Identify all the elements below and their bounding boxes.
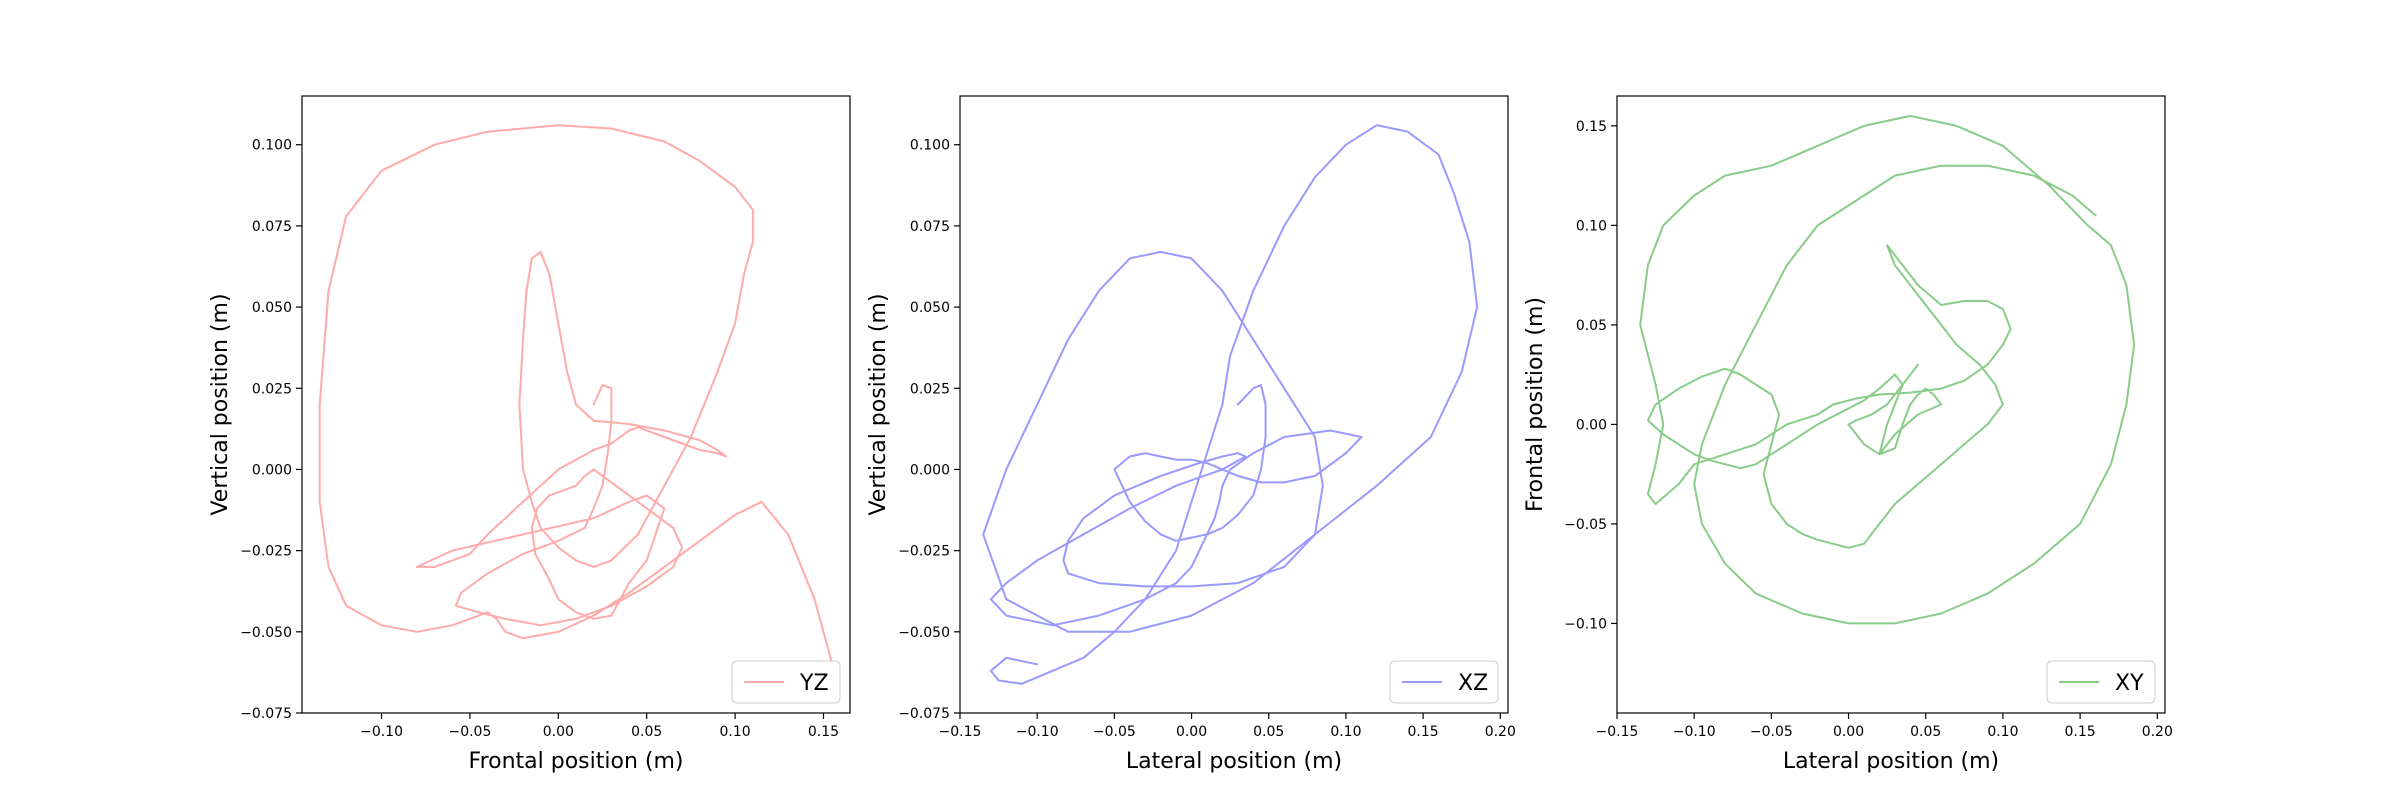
y-tick-label-yz-7: 0.100 xyxy=(252,138,292,154)
x-tick-label-yz-4: 0.10 xyxy=(720,724,751,740)
y-tick-label-xz-0: −0.075 xyxy=(898,706,950,722)
y-tick-label-xy-5: 0.15 xyxy=(1576,119,1607,135)
y-tick-label-yz-5: 0.050 xyxy=(252,300,292,316)
y-tick-label-xy-0: −0.10 xyxy=(1564,616,1607,632)
x-tick-label-xz-2: −0.05 xyxy=(1093,724,1136,740)
y-axis-label-yz: Vertical position (m) xyxy=(208,293,233,515)
x-axis-label-xz: Lateral position (m) xyxy=(1126,749,1342,774)
legend-box-xz xyxy=(1389,660,1499,704)
y-tick-label-xz-4: 0.025 xyxy=(910,381,950,397)
y-tick-label-xz-1: −0.050 xyxy=(898,625,950,641)
x-tick-label-xy-2: −0.05 xyxy=(1750,724,1793,740)
x-tick-label-yz-3: 0.05 xyxy=(631,724,662,740)
legend-yz: YZ xyxy=(731,660,841,704)
y-tick-label-xy-4: 0.10 xyxy=(1576,218,1607,234)
y-tick-label-xy-2: 0.00 xyxy=(1576,417,1607,433)
x-tick-label-xy-4: 0.05 xyxy=(1910,724,1941,740)
series-line-xz-0 xyxy=(982,124,1479,685)
legend-xz: XZ xyxy=(1389,660,1499,704)
x-tick-label-xy-3: 0.00 xyxy=(1833,724,1864,740)
x-tick-label-xz-7: 0.20 xyxy=(1485,724,1516,740)
plot-frame-xy xyxy=(1616,95,2166,714)
x-tick-label-xy-6: 0.15 xyxy=(2065,724,2096,740)
series-line-yz-0 xyxy=(318,124,834,666)
y-tick-label-xz-5: 0.050 xyxy=(910,300,950,316)
x-tick-label-xz-6: 0.15 xyxy=(1408,724,1439,740)
y-tick-label-yz-2: −0.025 xyxy=(240,544,292,560)
y-tick-label-yz-3: 0.000 xyxy=(252,462,292,478)
y-axis-label-xy: Frontal position (m) xyxy=(1523,297,1548,512)
x-tick-label-yz-0: −0.10 xyxy=(360,724,403,740)
x-tick-label-xy-1: −0.10 xyxy=(1673,724,1716,740)
x-tick-label-xz-0: −0.15 xyxy=(939,724,982,740)
x-tick-label-xy-0: −0.15 xyxy=(1596,724,1639,740)
y-tick-label-xz-6: 0.075 xyxy=(910,219,950,235)
legend-label-xy-0: XY xyxy=(2115,671,2144,696)
x-axis-label-yz: Frontal position (m) xyxy=(469,749,684,774)
chart-yz: −0.10 −0.05 0.00 0.05 0.10 0.15 −0.075 −0.050 −0… xyxy=(208,95,851,774)
plot-frame-yz xyxy=(301,95,851,714)
x-tick-label-yz-1: −0.05 xyxy=(448,724,491,740)
y-tick-label-yz-6: 0.075 xyxy=(252,219,292,235)
y-tick-label-xz-2: −0.025 xyxy=(898,544,950,560)
legend-xy: XY xyxy=(2046,660,2156,704)
x-tick-label-xz-1: −0.10 xyxy=(1016,724,1059,740)
legend-box-yz xyxy=(731,660,841,704)
chart-xy: −0.15 −0.10 −0.05 0.00 0.05 0.10 0.15 0.20 −0.10… xyxy=(1523,95,2173,774)
y-tick-label-xz-3: 0.000 xyxy=(910,462,950,478)
y-axis-label-xz: Vertical position (m) xyxy=(866,293,891,515)
legend-label-yz-0: YZ xyxy=(799,671,829,696)
x-tick-label-xy-7: 0.20 xyxy=(2142,724,2173,740)
legend-box-xy xyxy=(2046,660,2156,704)
y-tick-label-yz-4: 0.025 xyxy=(252,381,292,397)
x-tick-label-xz-4: 0.05 xyxy=(1253,724,1284,740)
x-tick-label-xy-5: 0.10 xyxy=(1987,724,2018,740)
y-tick-label-yz-1: −0.050 xyxy=(240,625,292,641)
series-line-xy-0 xyxy=(1639,114,2136,625)
plot-frame-xz xyxy=(959,95,1509,714)
x-tick-label-yz-2: 0.00 xyxy=(543,724,574,740)
y-tick-label-xz-7: 0.100 xyxy=(910,138,950,154)
x-tick-label-xz-5: 0.10 xyxy=(1330,724,1361,740)
y-tick-label-xy-3: 0.05 xyxy=(1576,318,1607,334)
y-tick-label-xy-1: −0.05 xyxy=(1564,517,1607,533)
legend-label-xz-0: XZ xyxy=(1458,671,1488,696)
chart-xz: −0.15 −0.10 −0.05 0.00 0.05 0.10 0.15 0.20 −0.07… xyxy=(866,95,1516,774)
y-tick-label-yz-0: −0.075 xyxy=(240,706,292,722)
x-tick-label-yz-5: 0.15 xyxy=(808,724,839,740)
x-axis-label-xy: Lateral position (m) xyxy=(1783,749,1999,774)
x-tick-label-xz-3: 0.00 xyxy=(1176,724,1207,740)
